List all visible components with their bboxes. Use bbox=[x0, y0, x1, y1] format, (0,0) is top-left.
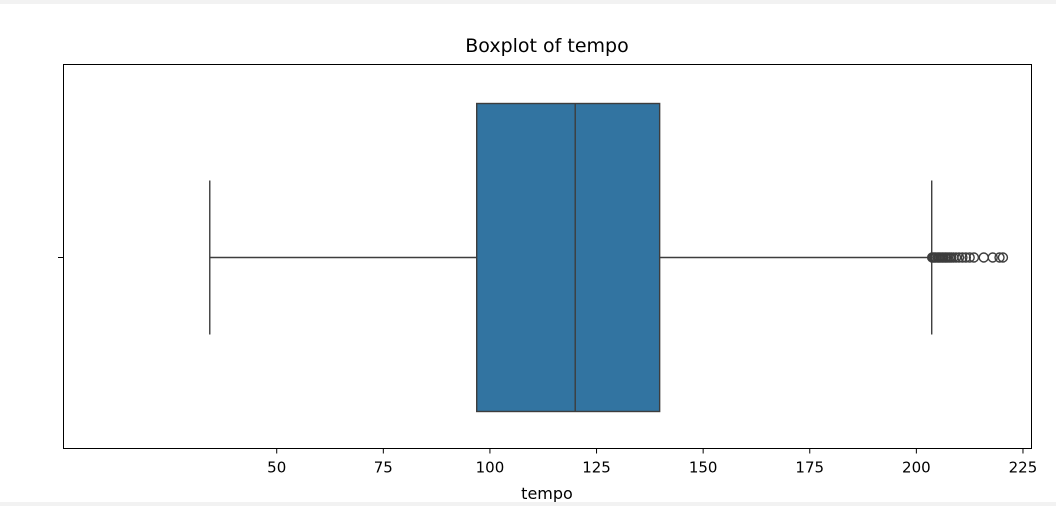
chart-title: Boxplot of tempo bbox=[465, 35, 628, 57]
chart-figure: Boxplot of tempo 50 75 100 125 150 175 200 225 … bbox=[0, 4, 1056, 502]
outlier-point bbox=[997, 252, 1009, 263]
x-tick-label: 125 bbox=[582, 459, 611, 477]
iqr-box bbox=[476, 102, 661, 413]
x-tick-label: 225 bbox=[1009, 459, 1038, 477]
outlier-point bbox=[957, 252, 968, 263]
outlier-point bbox=[987, 252, 998, 263]
outlier-point bbox=[950, 252, 962, 263]
x-tick-label: 175 bbox=[795, 459, 824, 477]
x-tick-label: 200 bbox=[902, 459, 931, 477]
outlier-point bbox=[953, 252, 965, 263]
outlier-point bbox=[978, 252, 989, 263]
x-tick-label: 50 bbox=[267, 459, 286, 477]
x-tick-label: 100 bbox=[476, 459, 505, 477]
x-tick-label: 75 bbox=[374, 459, 393, 477]
outlier-point bbox=[960, 252, 972, 263]
outlier-point bbox=[968, 252, 980, 263]
x-tick-label: 150 bbox=[689, 459, 718, 477]
plot-frame bbox=[63, 64, 1032, 449]
boxplot-chart: Boxplot of tempo 50 75 100 125 150 175 200 225 … bbox=[58, 35, 1038, 502]
outlier-point bbox=[994, 252, 1005, 263]
outlier-point bbox=[964, 252, 975, 263]
x-axis: 50 75 100 125 150 175 200 225 bbox=[267, 448, 1038, 477]
x-axis-label: tempo bbox=[521, 484, 573, 502]
plot-area bbox=[209, 102, 1009, 413]
